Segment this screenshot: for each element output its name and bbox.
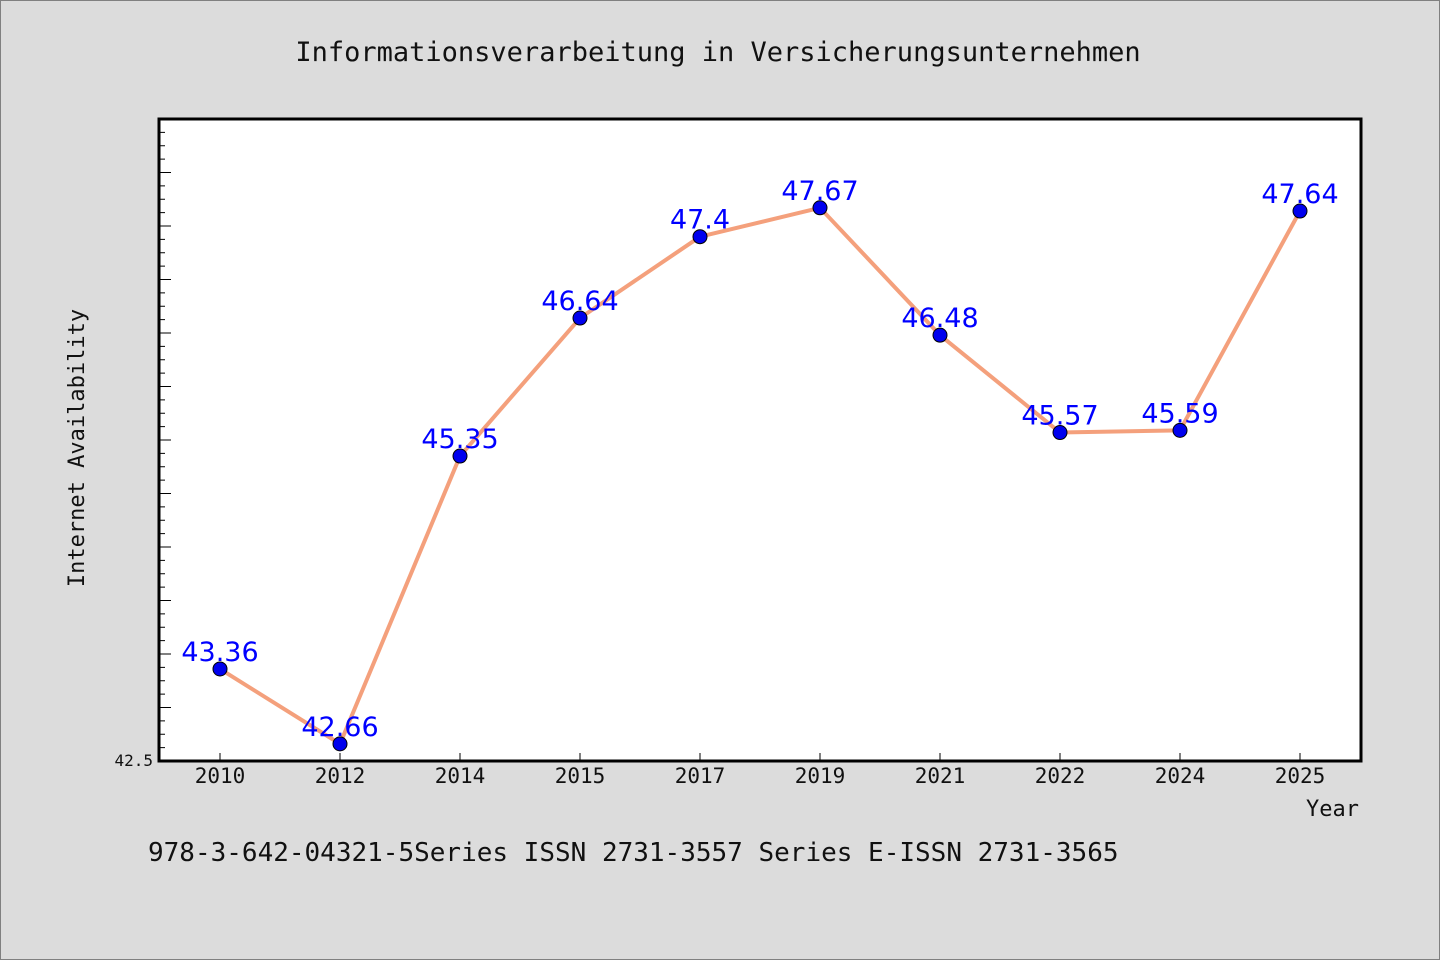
plot-area [157,117,1363,763]
y-axis-ticks [159,131,171,749]
x-tick-label: 2015 [555,764,606,788]
x-axis-ticks [219,753,1301,761]
data-label: 45.59 [1141,398,1218,429]
data-label: 45.35 [421,424,498,455]
chart-title: Informationsverarbeitung in Versicherung… [295,37,1140,68]
data-labels: 43.36 42.66 45.35 46.64 47.4 47.67 46.48 45.57 4… [181,176,1338,743]
x-axis-label: Year [1306,797,1359,822]
data-point [332,736,348,752]
data-label: 42.66 [301,712,378,743]
data-point [812,200,828,216]
data-point [1172,422,1188,438]
data-label: 43.36 [181,637,258,668]
footer-isbn-issn: 978-3-642-04321-5Series ISSN 2731-3557 S… [148,838,1119,868]
data-label: 47.67 [781,176,858,207]
data-markers [212,200,1308,752]
data-label: 46.48 [901,303,978,334]
x-tick-label: 2025 [1275,764,1326,788]
x-tick-label: 2014 [435,764,486,788]
x-tick-label: 2022 [1035,764,1086,788]
x-tick-label: 2021 [915,764,966,788]
x-tick-label: 2017 [675,764,726,788]
data-point [572,310,588,326]
data-label: 47.64 [1261,179,1338,210]
data-point [452,448,468,464]
data-point [1052,425,1068,441]
x-tick-label: 2010 [195,764,246,788]
x-tick-label: 2012 [315,764,366,788]
x-tick-label: 2024 [1155,764,1206,788]
y-axis-min-label: 42.5 [114,751,153,770]
data-point [1292,203,1308,219]
data-label: 46.64 [541,286,618,317]
data-label: 47.4 [670,205,730,236]
x-axis-tick-labels: 2010 2012 2014 2015 2017 2019 2021 2022 2024 2025 [195,764,1326,788]
series-line [218,205,1302,746]
x-tick-label: 2019 [795,764,846,788]
data-point [212,661,228,677]
y-axis-label: Internet Availability [65,309,90,587]
data-point [932,327,948,343]
data-point [692,229,708,245]
data-label: 45.57 [1021,401,1098,432]
